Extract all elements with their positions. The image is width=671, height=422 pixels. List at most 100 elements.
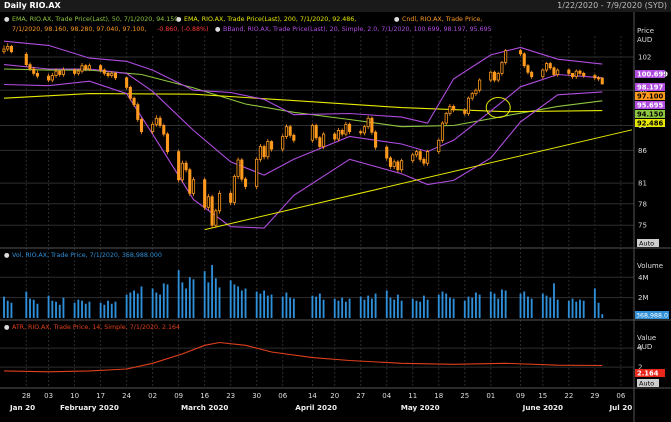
- atr-badge: 2.164: [635, 369, 665, 378]
- price-tick-label: 81: [638, 180, 647, 188]
- candle-body: [84, 65, 88, 70]
- candle: [255, 157, 259, 190]
- candle-body: [318, 137, 322, 147]
- auto-price[interactable]: Auto: [637, 239, 659, 248]
- legend-atr: ATR, RIO.AX, Trade Price, 14, Simple, 7/…: [12, 324, 180, 331]
- x-month-label: June 2020: [522, 403, 563, 412]
- candle: [526, 64, 530, 75]
- x-day-label: 24: [122, 392, 131, 400]
- auto-atr[interactable]: Auto: [637, 379, 659, 388]
- candle-body: [180, 162, 184, 181]
- volume-bar: [166, 284, 169, 318]
- volume-bar: [203, 271, 206, 318]
- price-panel: [2, 40, 633, 231]
- price-badge: 95.695: [635, 101, 665, 110]
- candle-body: [463, 109, 467, 114]
- candle: [366, 115, 370, 130]
- volume-bar: [32, 299, 35, 318]
- volume-bar: [411, 298, 414, 318]
- candle: [229, 190, 233, 206]
- volume-bar: [188, 277, 191, 318]
- candle-body: [158, 117, 162, 126]
- candle-body: [24, 53, 28, 65]
- candle-body: [262, 146, 266, 158]
- x-day-label: 06: [616, 392, 625, 400]
- candle-body: [593, 75, 597, 79]
- candle: [374, 130, 378, 150]
- candle-body: [344, 123, 348, 135]
- legend-candle-icon[interactable]: ●: [394, 16, 400, 23]
- candle-body: [269, 141, 274, 150]
- volume-bar: [448, 297, 451, 318]
- legend-atr-icon[interactable]: ●: [4, 324, 10, 331]
- highlight-circle: [485, 97, 511, 119]
- candle: [125, 76, 129, 90]
- candle-body: [165, 133, 170, 153]
- volume-bar: [344, 301, 347, 318]
- volume-bar: [255, 291, 258, 318]
- volume-bar: [497, 298, 500, 318]
- candle-body: [110, 72, 114, 76]
- x-day-label: 16: [200, 392, 209, 400]
- candle-body: [99, 65, 103, 71]
- volume-bar: [103, 304, 106, 318]
- volume-bar: [337, 300, 340, 318]
- volume-bar: [445, 293, 448, 318]
- volume-bar: [58, 304, 61, 318]
- volume-bar: [159, 294, 161, 318]
- candle: [243, 177, 248, 190]
- candle: [552, 66, 556, 77]
- candle: [288, 124, 292, 138]
- volume-bar: [6, 300, 9, 318]
- candle-body: [154, 117, 158, 125]
- volume-bar: [489, 291, 492, 318]
- candle-body: [125, 77, 129, 88]
- volume-tick-label: 4M: [638, 274, 649, 282]
- candle: [128, 85, 132, 101]
- candle: [210, 194, 214, 229]
- candle: [411, 152, 415, 164]
- bband-upper-line: [3, 40, 603, 124]
- legend-vol-icon[interactable]: ●: [4, 252, 10, 259]
- candle: [132, 96, 136, 107]
- candle-body: [556, 69, 560, 75]
- candle-body: [281, 136, 285, 150]
- candle-body: [359, 131, 363, 134]
- candle: [162, 123, 166, 137]
- legend-ema200-icon[interactable]: ●: [176, 16, 182, 23]
- x-day-label: 11: [408, 392, 417, 400]
- candle: [76, 68, 80, 76]
- candle-body: [255, 158, 259, 187]
- volume-axis-title: Volume: [637, 262, 663, 270]
- price-badge-value: 95.695: [637, 102, 663, 110]
- price-tick-label: 86: [638, 147, 647, 155]
- volume-bar: [84, 303, 87, 318]
- trendline: [204, 129, 633, 231]
- atr-axis-title: Value: [637, 334, 656, 342]
- candle-body: [76, 70, 80, 74]
- volume-bar: [441, 291, 444, 318]
- price-badge-value: 97.100: [637, 93, 663, 101]
- candle: [570, 72, 575, 79]
- candle: [165, 132, 170, 155]
- candle-body: [288, 126, 292, 136]
- candle: [87, 63, 92, 72]
- candle-body: [396, 161, 400, 171]
- candle-body: [340, 129, 344, 135]
- volume-bar: [348, 298, 351, 318]
- volume-bar: [244, 288, 247, 318]
- candle-body: [489, 71, 493, 81]
- candle-body: [411, 154, 415, 162]
- candle: [54, 68, 58, 78]
- x-day-label: 29: [590, 392, 599, 400]
- price-badge-bg: [635, 110, 665, 118]
- candle: [548, 61, 552, 71]
- volume-bar: [55, 301, 57, 318]
- candle-body: [366, 117, 370, 128]
- legend-bband-icon[interactable]: ●: [215, 26, 221, 33]
- candle-body: [522, 53, 526, 67]
- candle: [496, 71, 500, 83]
- legend-ema50-icon[interactable]: ●: [4, 16, 10, 23]
- volume-bar: [545, 295, 548, 318]
